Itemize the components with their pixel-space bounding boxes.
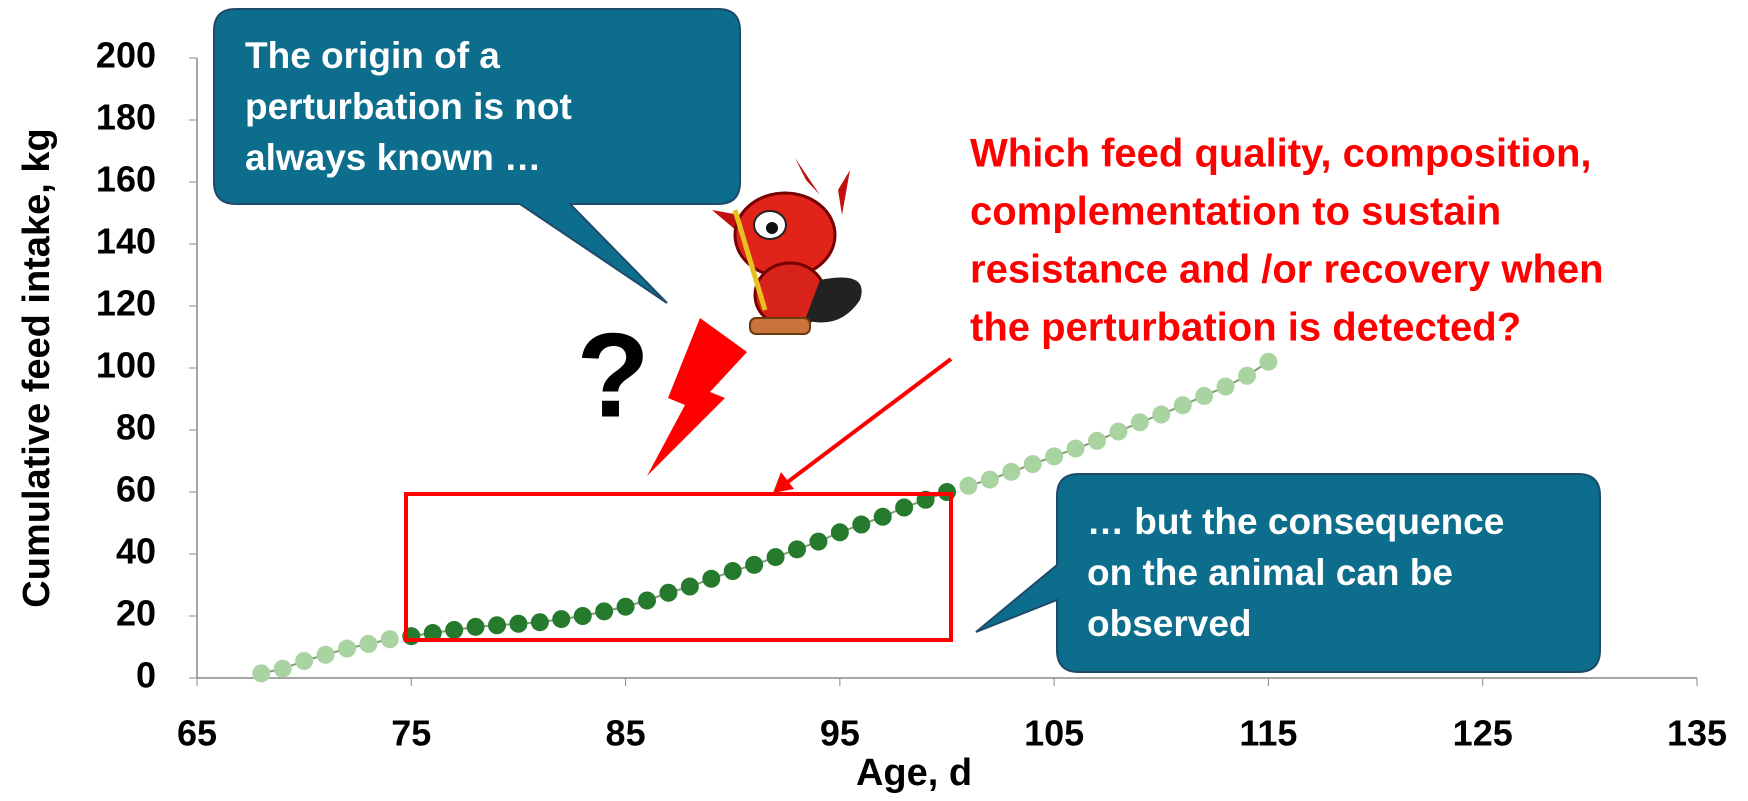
data-point [1173, 396, 1192, 415]
data-point [680, 577, 699, 596]
y-tick-label: 140 [96, 221, 156, 262]
data-point [1002, 462, 1021, 481]
data-point [852, 515, 871, 534]
callout-bubble [213, 8, 741, 304]
data-point [1130, 413, 1149, 432]
callout-text: … but the consequence [1087, 501, 1504, 542]
y-tick-label: 120 [96, 283, 156, 324]
data-point [509, 614, 528, 633]
question-text: complementation to sustain [970, 190, 1501, 234]
y-tick-label: 60 [116, 469, 156, 510]
x-tick-label: 125 [1453, 713, 1513, 754]
y-tick-label: 20 [116, 593, 156, 634]
data-point [380, 630, 399, 649]
y-tick-label: 200 [96, 35, 156, 76]
data-point [1109, 422, 1128, 441]
data-point [252, 664, 271, 683]
callout-text: always known … [245, 137, 541, 178]
data-point [809, 532, 828, 551]
data-point [423, 624, 442, 643]
data-point [659, 583, 678, 602]
data-point [1238, 366, 1256, 385]
data-point [873, 507, 892, 526]
x-tick-label: 95 [820, 713, 860, 754]
question-mark: ? [576, 309, 649, 443]
data-point [295, 651, 314, 670]
data-point [830, 523, 849, 542]
devil-icon [712, 158, 862, 335]
question-text: Which feed quality, composition, [970, 132, 1592, 176]
data-point [959, 476, 978, 495]
data-point [1023, 455, 1042, 474]
y-tick-label: 100 [96, 345, 156, 386]
data-point [980, 470, 999, 489]
data-point [595, 602, 614, 621]
data-point [895, 498, 914, 517]
y-tick-label: 180 [96, 97, 156, 138]
highlight-box [404, 492, 953, 642]
x-tick-label: 115 [1239, 713, 1297, 754]
callout-text: on the animal can be [1087, 552, 1453, 593]
data-point [1259, 352, 1278, 371]
data-point [723, 562, 742, 581]
data-point [1088, 431, 1106, 450]
data-point [445, 620, 464, 639]
y-tick-label: 80 [116, 407, 156, 448]
data-point [745, 555, 764, 574]
data-point [552, 610, 571, 629]
data-point [316, 645, 335, 664]
data-point [1195, 386, 1214, 405]
data-point [1045, 447, 1064, 466]
x-tick-label: 135 [1667, 713, 1727, 754]
callout-bubble [975, 473, 1601, 673]
data-point [702, 569, 721, 588]
y-axis-title: Cumulative feed intake, kg [16, 128, 58, 607]
data-point [1152, 405, 1171, 424]
x-tick-label: 65 [177, 713, 217, 754]
data-point [488, 616, 506, 635]
callout-text: The origin of a [245, 35, 500, 76]
data-point [766, 548, 785, 567]
data-point [359, 634, 378, 653]
y-tick-label: 0 [136, 655, 156, 696]
y-tick-label: 40 [116, 531, 156, 572]
lightning-icon [647, 318, 747, 476]
callout-text: perturbation is not [245, 86, 572, 127]
arrow-head [773, 472, 794, 493]
x-axis-title: Age, d [856, 752, 972, 794]
x-tick-label: 85 [606, 713, 646, 754]
data-point [573, 607, 592, 625]
data-point [530, 613, 549, 632]
x-tick-label: 105 [1024, 713, 1084, 754]
callout-text: observed [1087, 603, 1252, 644]
trend-line [411, 491, 948, 638]
y-tick-label: 160 [96, 159, 156, 200]
arrow [783, 357, 953, 486]
data-point [616, 597, 635, 616]
data-point [1216, 377, 1235, 396]
data-point [466, 617, 485, 636]
data-point [273, 659, 292, 678]
data-point [638, 591, 656, 610]
data-point [788, 540, 806, 559]
data-point [1066, 439, 1085, 458]
data-point [338, 639, 356, 658]
x-tick-label: 75 [391, 713, 431, 754]
question-text: the perturbation is detected? [970, 306, 1521, 350]
question-text: resistance and /or recovery when [970, 248, 1604, 292]
